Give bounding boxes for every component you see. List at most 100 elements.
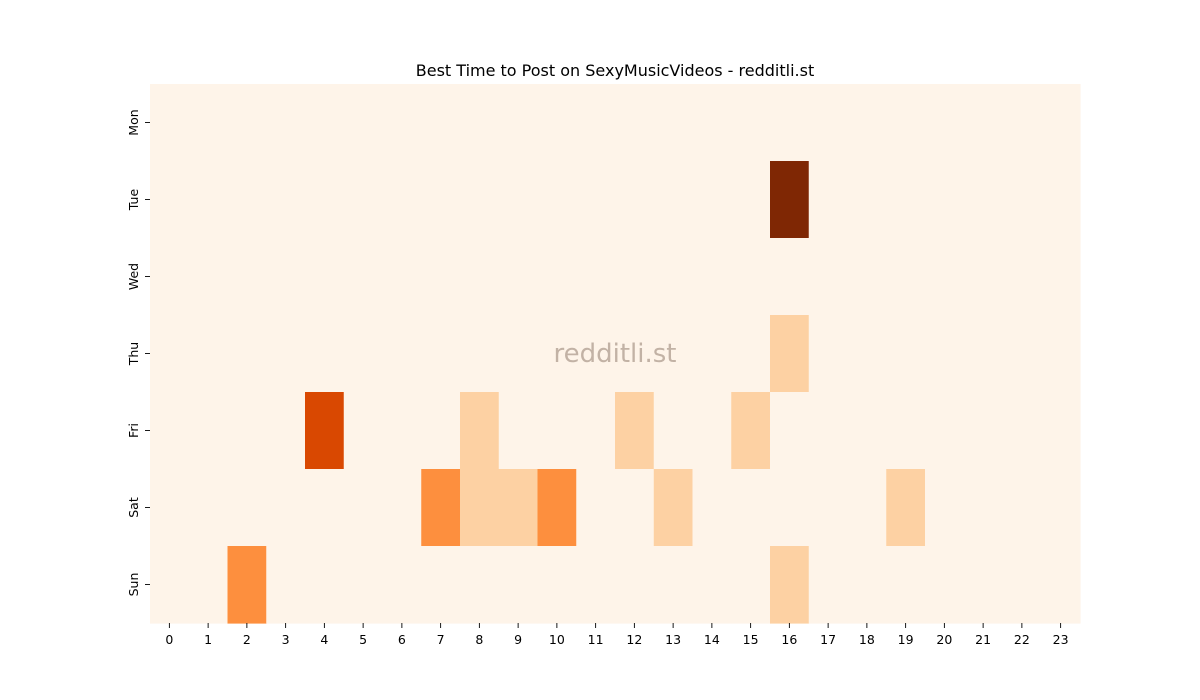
heatmap-cell [925,392,965,470]
heatmap-cell [731,546,771,624]
heatmap-cell [963,84,1004,162]
heatmap-cell [770,469,810,547]
heatmap-cell [1002,84,1042,162]
y-tick-label: Wed [126,263,141,290]
heatmap-cell [615,315,655,393]
x-tick-label: 23 [1053,632,1069,647]
heatmap-cell [847,161,887,239]
heatmap-cell [382,84,422,162]
heatmap-cell [770,238,810,316]
x-axis: 0 1 2 3 4 5 6 7 8 9 10 11 12 13 14 15 16 17 18 19 20 21 22 23 [165,623,1069,647]
heatmap-cell [150,161,190,239]
heatmap-cell [382,469,422,547]
heatmap-cell [1041,84,1081,162]
chart-title: Best Time to Post on SexyMusicVideos - r… [416,61,814,80]
heatmap-cell [460,546,500,624]
heatmap-cell [382,161,422,239]
heatmap-cell [731,469,771,547]
x-tick-label: 16 [781,632,797,647]
heatmap-cell [615,161,655,239]
heatmap-cell [692,469,732,547]
heatmap-cell [692,315,732,393]
y-tick-label: Fri [126,423,141,438]
heatmap-cell [808,546,849,624]
heatmap-cell [1002,392,1042,470]
heatmap-cell [343,392,384,470]
heatmap-cell [343,84,384,162]
heatmap-cell [382,315,422,393]
heatmap-cell [460,161,500,239]
heatmap-cell [343,315,384,393]
heatmap-cell [537,315,577,393]
heatmap-cell [886,392,926,470]
heatmap-cell [188,315,229,393]
heatmap-cell [188,546,229,624]
heatmap-cell [731,315,771,393]
heatmap-cell [576,315,616,393]
y-tick-label: Tue [126,189,141,212]
heatmap-cell [421,469,461,547]
heatmap-cell [925,469,965,547]
heatmap-cell [615,392,655,470]
heatmap-cell [227,546,267,624]
heatmap-cell [305,392,345,470]
heatmap-cell [537,469,577,547]
heatmap-cell [847,469,887,547]
heatmap-cell [382,392,422,470]
heatmap-cell [421,392,461,470]
heatmap-cell [1002,238,1042,316]
heatmap-cell [537,238,577,316]
heatmap-cell [1002,315,1042,393]
heatmap-cell [615,84,655,162]
heatmap-cell [150,546,190,624]
heatmap-cell [770,546,810,624]
heatmap-cell [576,469,616,547]
heatmap-cell [188,84,229,162]
x-tick-label: 8 [475,632,483,647]
heatmap-cell [150,84,190,162]
heatmap-cell [227,84,267,162]
heatmap-cell [808,315,849,393]
heatmap-cell [692,161,732,239]
heatmap-cell [1041,469,1081,547]
heatmap-cell [847,546,887,624]
heatmap-cell [498,238,539,316]
heatmap-cell [227,238,267,316]
heatmap-cell [886,469,926,547]
heatmap-cell [925,315,965,393]
heatmap-cell [537,392,577,470]
x-tick-label: 12 [626,632,642,647]
heatmap-cell [692,392,732,470]
x-tick-label: 19 [898,632,914,647]
heatmap-cell [886,161,926,239]
heatmap-cell [421,84,461,162]
heatmap-cell [227,392,267,470]
heatmap-cell [808,161,849,239]
heatmap-cell [963,161,1004,239]
heatmap-cell [692,546,732,624]
heatmap-cell [266,469,306,547]
heatmap-cell [343,238,384,316]
y-tick-label: Sat [126,497,141,518]
heatmap-cell [770,392,810,470]
x-tick-label: 21 [975,632,991,647]
heatmap-cell [460,469,500,547]
heatmap-cell [343,469,384,547]
heatmap-cell [150,469,190,547]
x-tick-label: 20 [936,632,952,647]
heatmap-cell [653,315,694,393]
heatmap-cell [963,469,1004,547]
heatmap-cell [808,392,849,470]
x-tick-label: 7 [437,632,445,647]
heatmap-cell [731,161,771,239]
heatmap-cell [886,546,926,624]
heatmap-cell [653,546,694,624]
heatmap-cell [188,238,229,316]
heatmap-cell [150,315,190,393]
heatmap-cell [421,238,461,316]
x-tick-label: 3 [282,632,290,647]
heatmap-cell [1002,469,1042,547]
heatmap-cell [305,84,345,162]
x-tick-label: 4 [320,632,328,647]
heatmap-cell [421,546,461,624]
